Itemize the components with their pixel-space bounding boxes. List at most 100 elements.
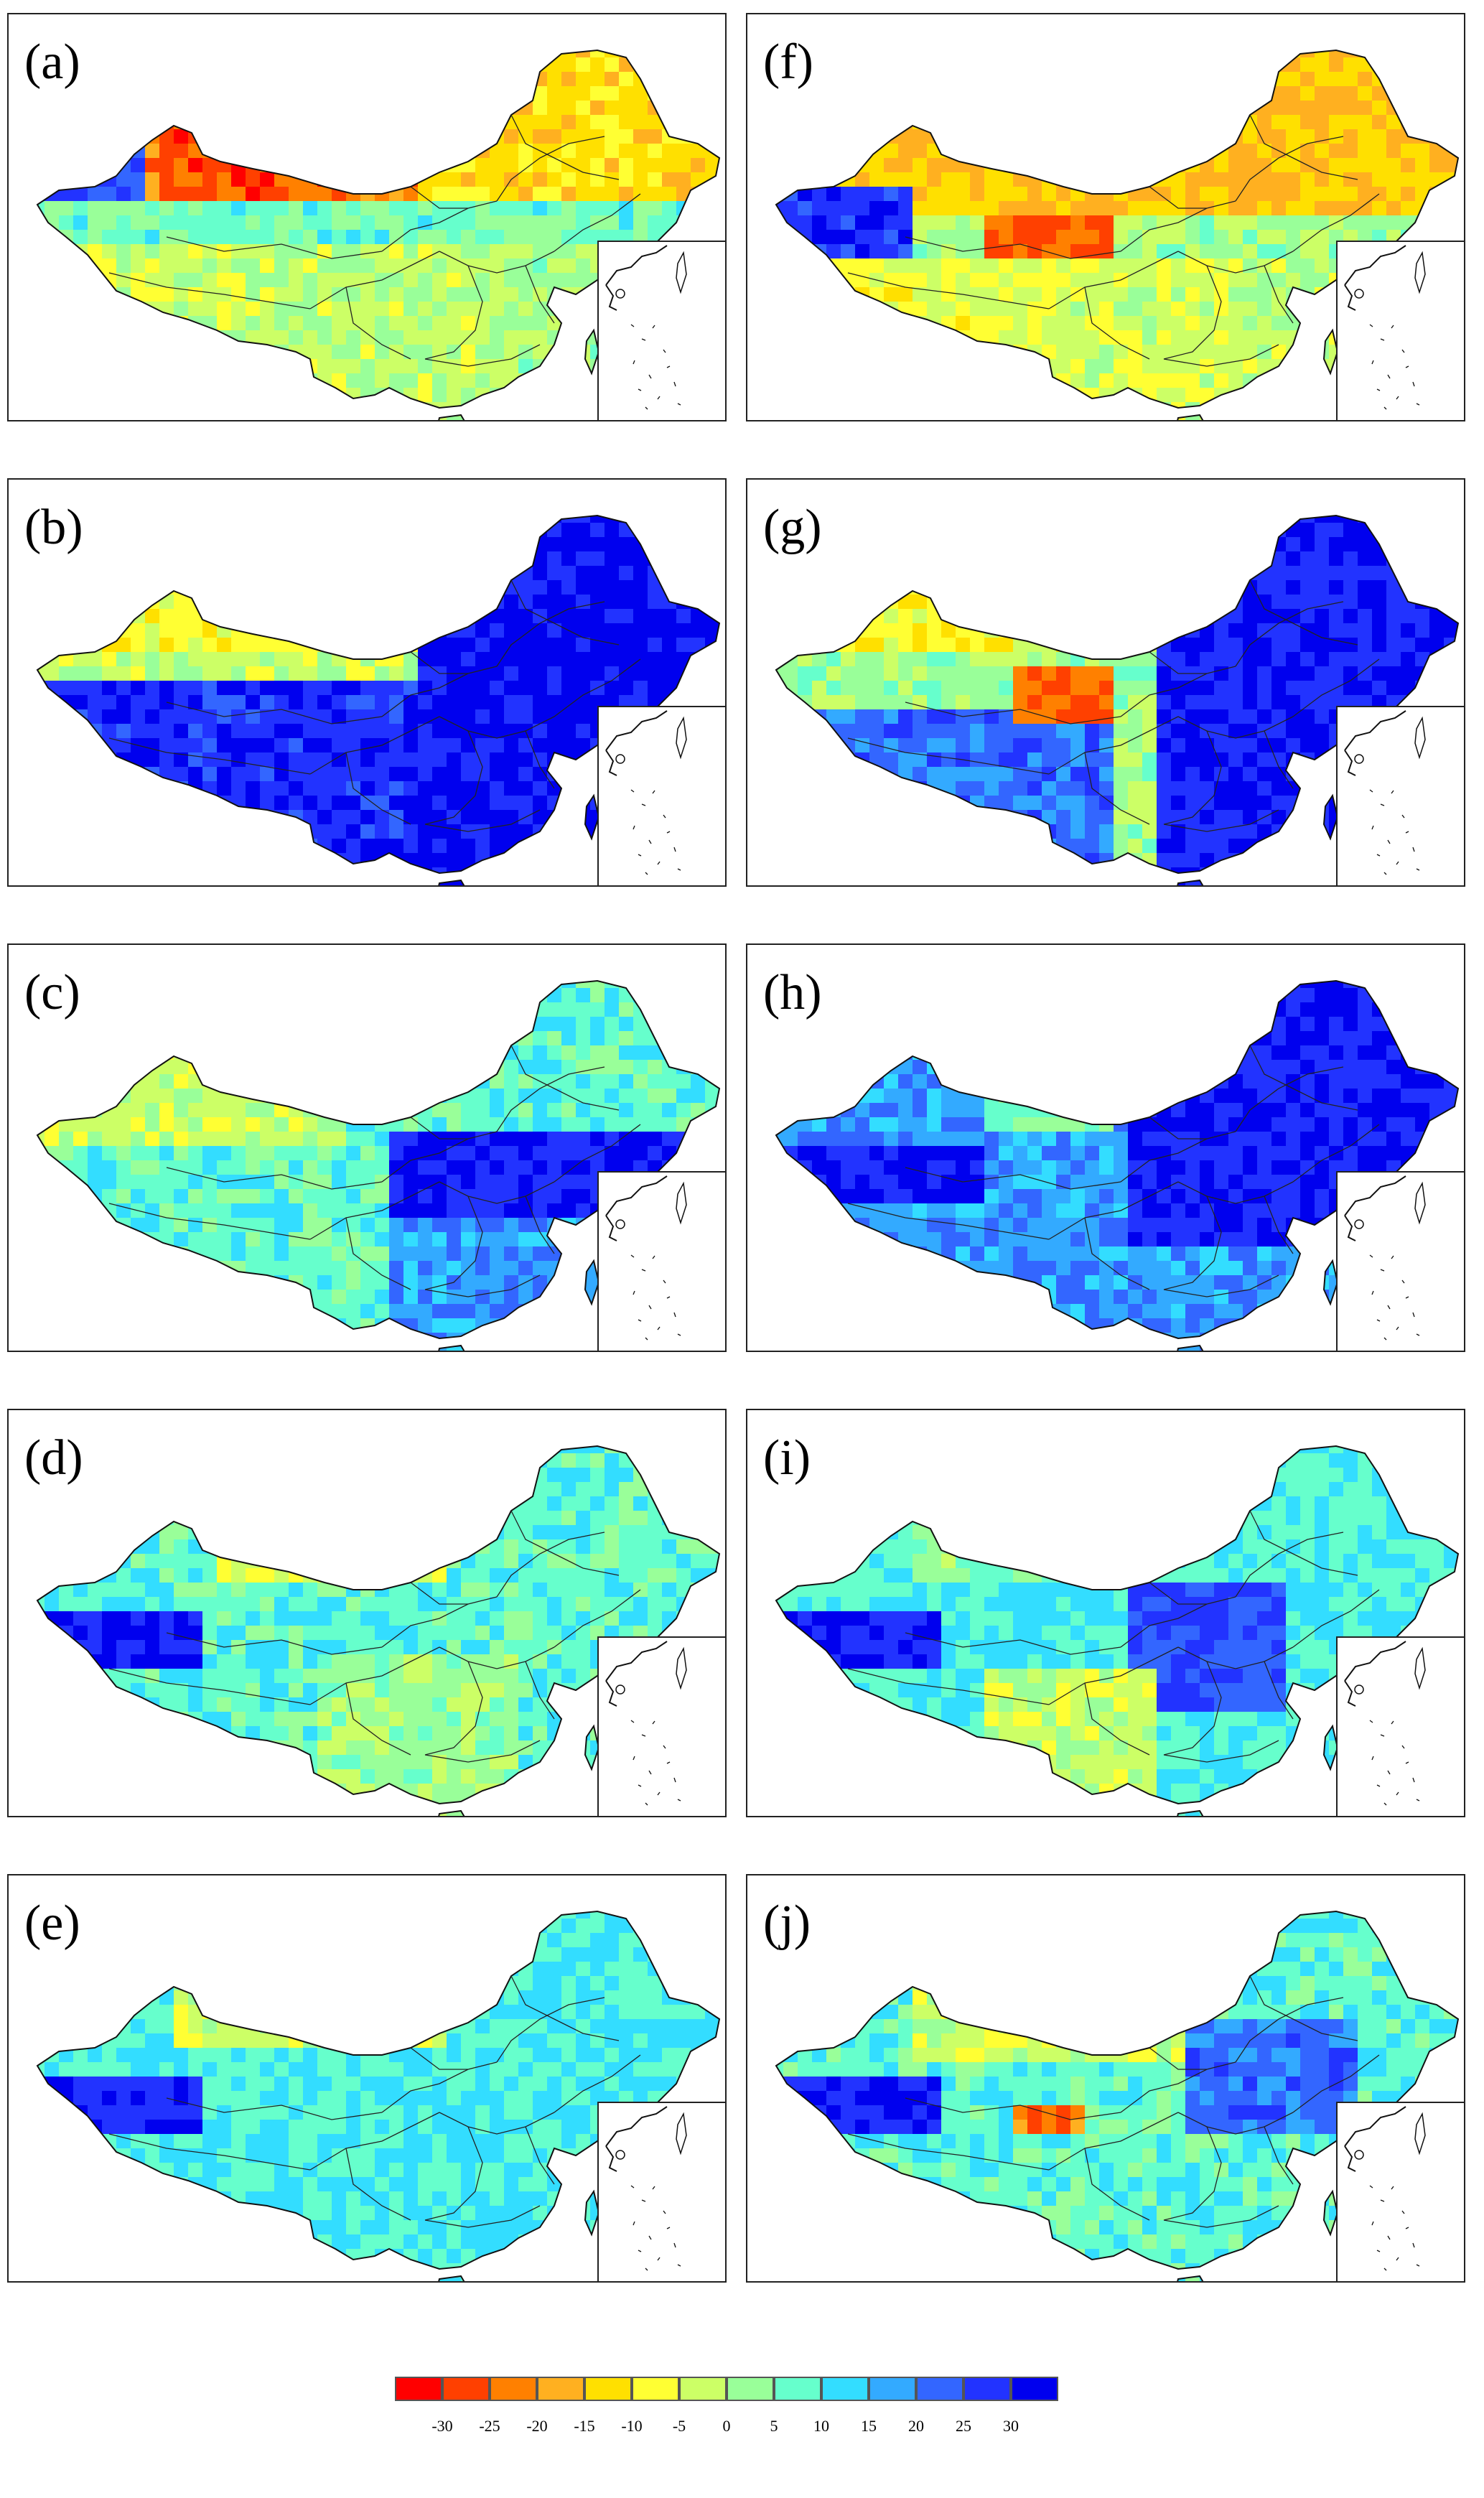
island-border bbox=[438, 2275, 465, 2281]
province-border bbox=[410, 1582, 468, 1605]
province-border bbox=[554, 193, 641, 252]
map-panel: (g) bbox=[746, 478, 1465, 887]
island-border bbox=[584, 2189, 600, 2237]
province-border bbox=[381, 1596, 498, 1648]
province-border bbox=[166, 702, 383, 724]
province-border bbox=[309, 716, 440, 775]
inset-map bbox=[605, 1175, 687, 1341]
province-border bbox=[166, 1167, 383, 1190]
province-border bbox=[1249, 1045, 1358, 1111]
province-border bbox=[905, 1632, 1121, 1655]
province-border bbox=[1264, 1661, 1294, 1720]
province-border bbox=[1084, 1682, 1150, 1756]
province-border bbox=[166, 1632, 383, 1655]
south-china-sea-inset bbox=[1336, 241, 1464, 420]
province-border bbox=[166, 2097, 383, 2120]
south-china-sea-inset bbox=[597, 1636, 725, 1816]
province-border bbox=[1149, 1117, 1207, 1140]
legend-tick-label: 20 bbox=[908, 2417, 924, 2435]
province-border bbox=[554, 658, 641, 717]
island-border bbox=[1177, 1344, 1204, 1351]
province-border bbox=[309, 251, 440, 309]
province-border bbox=[1177, 2112, 1294, 2135]
province-border bbox=[381, 2061, 498, 2113]
china-map bbox=[775, 1445, 1460, 1816]
province-border bbox=[496, 1997, 605, 2063]
province-border bbox=[1249, 114, 1358, 180]
province-border bbox=[525, 1661, 555, 1720]
province-border bbox=[496, 136, 605, 202]
province-border bbox=[439, 1181, 555, 1204]
province-border bbox=[1149, 186, 1207, 209]
inset-map bbox=[1344, 2106, 1426, 2271]
map-panel: (j) bbox=[746, 1874, 1465, 2283]
south-china-sea-inset bbox=[1336, 706, 1464, 885]
province-border bbox=[1264, 265, 1294, 324]
province-border bbox=[1120, 666, 1236, 717]
province-border bbox=[1084, 752, 1150, 825]
legend-tick-label: 25 bbox=[956, 2417, 971, 2435]
panel-label: (h) bbox=[763, 965, 822, 1020]
legend-swatch bbox=[821, 2377, 869, 2401]
legend-swatch bbox=[727, 2377, 774, 2401]
province-border bbox=[410, 2047, 468, 2070]
province-border bbox=[1177, 1646, 1294, 1669]
province-border bbox=[1048, 1646, 1179, 1705]
china-map bbox=[775, 49, 1460, 420]
province-border bbox=[1264, 730, 1294, 789]
legend-swatch bbox=[537, 2377, 584, 2401]
province-border bbox=[1163, 2126, 1222, 2221]
island-border bbox=[584, 328, 600, 376]
province-border bbox=[905, 2097, 1121, 2120]
province-border bbox=[525, 265, 555, 324]
legend-tick-label: 30 bbox=[1003, 2417, 1019, 2435]
legend-tick-label: -20 bbox=[526, 2417, 548, 2435]
island-border bbox=[438, 879, 465, 885]
province-border bbox=[1120, 2061, 1236, 2113]
province-border bbox=[424, 2205, 541, 2228]
inset-map bbox=[1344, 710, 1426, 875]
province-border bbox=[1149, 651, 1207, 674]
province-border bbox=[410, 651, 468, 674]
province-border bbox=[1163, 1661, 1222, 1756]
province-border bbox=[108, 1203, 311, 1240]
province-border bbox=[439, 251, 555, 274]
island-border bbox=[438, 414, 465, 420]
province-border bbox=[1292, 193, 1380, 252]
inset-map bbox=[1344, 1175, 1426, 1341]
panel-label: (a) bbox=[24, 34, 80, 90]
province-border bbox=[1084, 1217, 1150, 1290]
panel-label: (c) bbox=[24, 965, 80, 1020]
island-border bbox=[438, 1344, 465, 1351]
province-border bbox=[345, 1217, 411, 1290]
province-border bbox=[1292, 2054, 1380, 2113]
province-border bbox=[1163, 809, 1279, 832]
province-border bbox=[309, 1646, 440, 1705]
island-border bbox=[1177, 879, 1204, 885]
island-border bbox=[1177, 1809, 1204, 1816]
province-border bbox=[1264, 1196, 1294, 1254]
inset-map bbox=[605, 1641, 687, 1806]
legend-tick-label: 0 bbox=[722, 2417, 731, 2435]
province-border bbox=[1249, 579, 1358, 646]
province-border bbox=[108, 737, 311, 775]
province-border bbox=[381, 1131, 498, 1183]
province-border bbox=[1084, 286, 1150, 360]
province-border bbox=[381, 666, 498, 717]
province-border bbox=[1235, 1066, 1344, 1132]
province-border bbox=[424, 809, 541, 832]
province-border bbox=[1048, 1181, 1179, 1240]
province-border bbox=[424, 1661, 483, 1756]
province-border bbox=[1149, 2047, 1207, 2070]
province-border bbox=[424, 2126, 483, 2221]
island-border bbox=[1177, 2275, 1204, 2281]
province-border bbox=[424, 265, 483, 360]
island-border bbox=[1177, 414, 1204, 420]
province-border bbox=[410, 1117, 468, 1140]
legend-tick-label: -25 bbox=[479, 2417, 500, 2435]
legend-tick-label: 10 bbox=[813, 2417, 829, 2435]
map-panel: (f) bbox=[746, 13, 1465, 421]
province-border bbox=[108, 1668, 311, 1705]
legend-swatch bbox=[1011, 2377, 1058, 2401]
island-border bbox=[1322, 1259, 1339, 1306]
